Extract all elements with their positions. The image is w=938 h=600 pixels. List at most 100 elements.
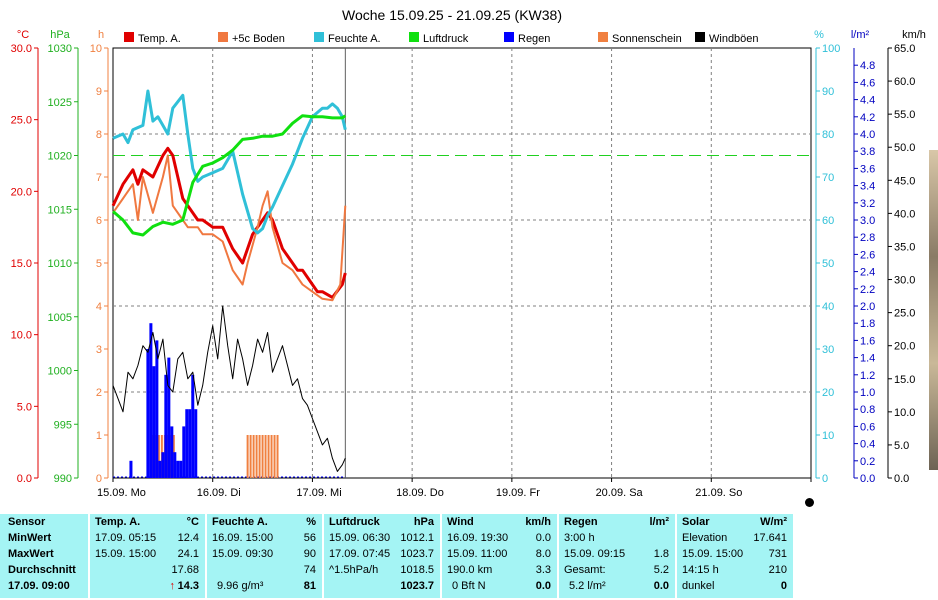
rain-bar xyxy=(146,349,150,478)
axis-tick-label: 0.0 xyxy=(894,473,909,485)
legend-label: Luftdruck xyxy=(423,33,469,45)
axis-tick-label: 5.0 xyxy=(894,440,909,452)
solar-max-value: 731 xyxy=(768,548,787,560)
feuchte-current-value: 81 xyxy=(303,580,316,592)
luftdruck-current-value: 1023.7 xyxy=(400,580,434,592)
axis-tick-label: 9 xyxy=(96,86,102,98)
sunshine-bar xyxy=(246,435,249,478)
unit-hpa: hPa xyxy=(50,29,70,41)
axis-tick-label: 4 xyxy=(96,301,102,313)
x-axis-labels: 15.09. Mo 16.09. Di 17.09. Mi 18.09. Do 19.0… xyxy=(97,478,812,499)
panel-solar: Solar W/m² Elevation 17.641 15.09. 15:00 73… xyxy=(677,514,793,598)
regen-current-value: 0.0 xyxy=(653,580,669,592)
legend-swatch xyxy=(598,32,608,42)
rain-bar xyxy=(161,452,165,478)
row-min-label: MinWert xyxy=(8,532,52,544)
x-day-label: 20.09. Sa xyxy=(596,487,644,499)
axis-tick-label: 50.0 xyxy=(894,142,915,154)
axis-tick-label: 2.4 xyxy=(860,267,875,279)
axis-tick-label: 20 xyxy=(822,387,834,399)
axis-tick-label: 1015 xyxy=(48,204,72,216)
wind-max-time: 15.09. 11:00 xyxy=(447,548,508,560)
axis-tick-label: 1005 xyxy=(48,312,72,324)
rain-bar xyxy=(155,340,159,478)
axis-tick-label: 50 xyxy=(822,258,834,270)
sunshine-bar xyxy=(258,435,261,478)
sunshine-bar xyxy=(157,435,160,478)
axis-tick-label: 60 xyxy=(822,215,834,227)
rain-bar xyxy=(167,357,171,478)
regen-day-total: 5.2 l/m² xyxy=(569,580,606,592)
axis-tick-label: 3.2 xyxy=(860,198,875,210)
axis-tick-label: 2.2 xyxy=(860,284,875,296)
temp-min-value: 12.4 xyxy=(177,532,199,544)
sunshine-bar xyxy=(261,435,264,478)
axis-tick-label: 0.2 xyxy=(860,456,875,468)
rain-bar xyxy=(191,374,195,478)
axis-tick-label: 0.0 xyxy=(17,473,32,485)
axis-tick-label: 0 xyxy=(822,473,828,485)
chart-title: Woche 15.09.25 - 21.09.25 (KW38) xyxy=(342,7,562,23)
x-day-label: 18.09. Do xyxy=(396,487,444,499)
sensor-header: Sensor xyxy=(8,516,46,528)
sunshine-bar xyxy=(264,435,267,478)
axis-tick-label: 2.6 xyxy=(860,249,875,261)
solar-elevation-label: Elevation xyxy=(682,532,728,544)
luftdruck-avg-value: 1018.5 xyxy=(400,564,434,576)
axis-tick-label: 35.0 xyxy=(894,241,915,253)
feuchte-min-value: 56 xyxy=(303,532,316,544)
axis-tick-label: 4.0 xyxy=(860,129,875,141)
wind-min-value: 0.0 xyxy=(535,532,551,544)
axis-tick-label: 60.0 xyxy=(894,76,915,88)
chart-legend: Temp. A. +5c Boden Feuchte A. Luftdruck Rege… xyxy=(124,32,759,45)
axis-tick-label: 990 xyxy=(54,473,72,485)
sunshine-bar xyxy=(255,435,258,478)
resize-handle-icon[interactable] xyxy=(805,498,814,507)
axis-tick-label: 1020 xyxy=(48,151,72,163)
axis-tick-label: 40.0 xyxy=(894,208,915,220)
solar-max-time: 15.09. 15:00 xyxy=(682,548,744,560)
regen-max-time: 15.09. 09:15 xyxy=(564,548,626,560)
rain-bar xyxy=(170,426,174,478)
unit-h: h xyxy=(98,29,104,41)
rain-bar xyxy=(164,374,168,478)
axis-tick-label: 30.0 xyxy=(894,275,915,287)
axis-tick-label: 2 xyxy=(96,387,102,399)
axis-tick-label: 70 xyxy=(822,172,834,184)
rain-bar xyxy=(188,409,192,478)
unit-lm2: l/m² xyxy=(851,29,870,41)
axis-tick-label: 1010 xyxy=(48,258,72,270)
axis-tick-label: 4.2 xyxy=(860,112,875,124)
wind-max-value: 8.0 xyxy=(535,548,551,560)
feuchte-abs-value: 9.96 g/m³ xyxy=(217,580,264,592)
window-edge-decoration xyxy=(929,150,938,470)
axis-tick-label: 25.0 xyxy=(894,308,915,320)
axis-tick-label: 1.2 xyxy=(860,370,875,382)
axis-tick-label: 25.0 xyxy=(11,115,32,127)
plot-frame xyxy=(112,47,812,479)
axis-tick-label: 0.8 xyxy=(860,404,875,416)
rain-bar xyxy=(179,460,183,478)
wind-min-time: 16.09. 19:30 xyxy=(447,532,509,544)
legend-label: Regen xyxy=(518,33,550,45)
feuchte-header: Feuchte A. xyxy=(212,516,268,528)
luftdruck-unit: hPa xyxy=(413,516,434,528)
axis-tick-label: 15.0 xyxy=(11,258,32,270)
sunshine-bar xyxy=(267,435,270,478)
solar-avg-value: 210 xyxy=(768,564,787,576)
feuchte-max-value: 90 xyxy=(303,548,316,560)
wind-distance: 190.0 km xyxy=(447,564,493,576)
solar-header: Solar xyxy=(682,516,710,528)
row-max-label: MaxWert xyxy=(8,548,54,560)
rain-bar xyxy=(182,426,186,478)
regen-total-value: 5.2 xyxy=(653,564,669,576)
axis-tick-label: 3.4 xyxy=(860,181,875,193)
sunshine-bar xyxy=(249,435,252,478)
axis-tick-label: 0 xyxy=(96,473,102,485)
feuchte-min-time: 16.09. 15:00 xyxy=(212,532,274,544)
regen-total-label: Gesamt: xyxy=(564,564,606,576)
panel-sensor: Sensor MinWert MaxWert Durchschnitt 17.0… xyxy=(0,514,88,598)
axis-tick-label: 3.8 xyxy=(860,146,875,158)
legend-label: Sonnenschein xyxy=(612,33,682,45)
row-current-label: 17.09. 09:00 xyxy=(8,580,70,592)
